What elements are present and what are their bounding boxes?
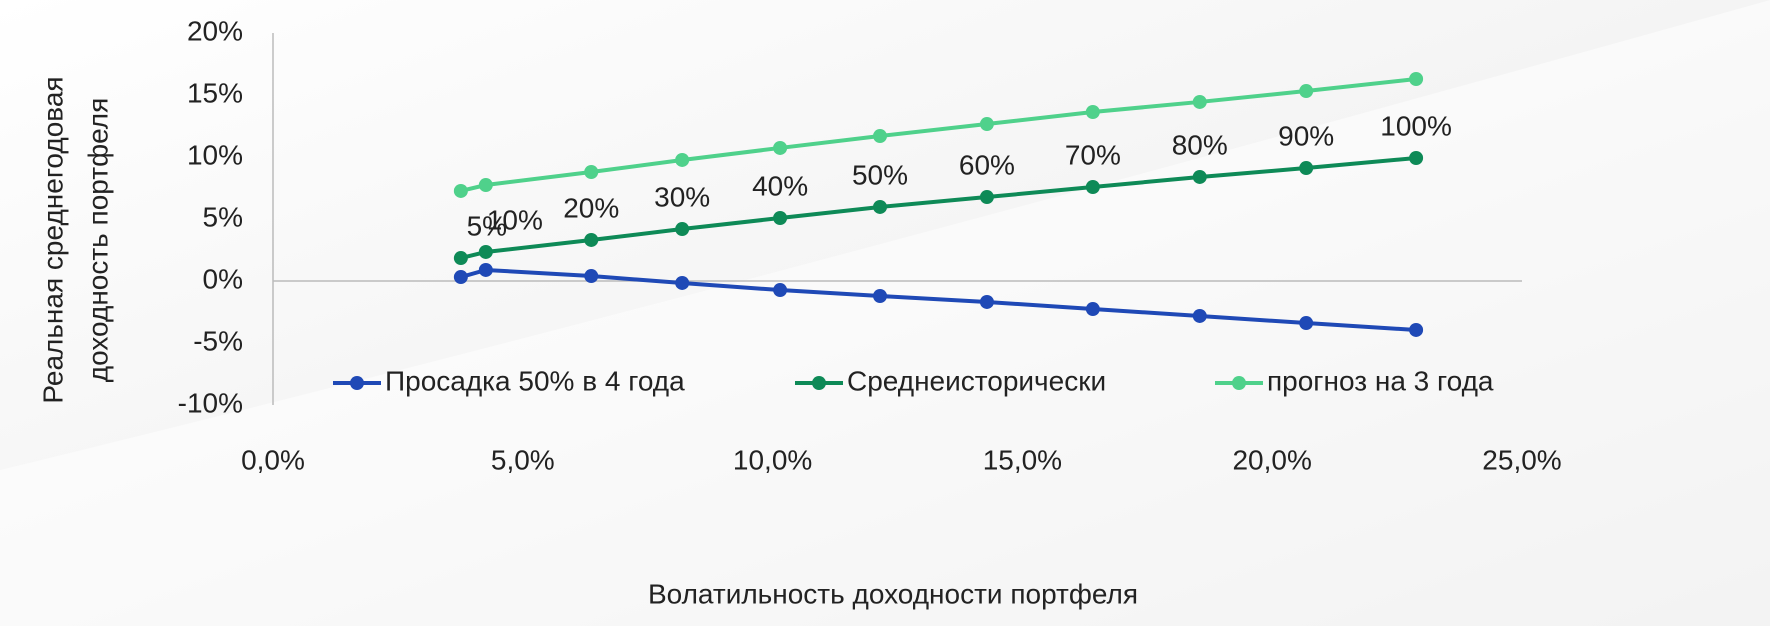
point: [675, 222, 690, 237]
point: [453, 251, 468, 266]
point-label: 10%: [487, 204, 543, 235]
point: [478, 178, 493, 193]
point: [873, 129, 888, 144]
point: [979, 294, 994, 309]
point: [1085, 180, 1100, 195]
x-tick-label: 5,0%: [491, 444, 555, 475]
point: [1299, 84, 1314, 99]
point: [478, 262, 493, 277]
point-label: 60%: [959, 149, 1015, 180]
point-label: 20%: [563, 192, 619, 223]
y-tick-label: 15%: [187, 77, 243, 108]
point: [1299, 316, 1314, 331]
point: [979, 117, 994, 132]
y-axis-title: Реальная среднегодовая: [37, 76, 68, 403]
point: [584, 165, 599, 180]
x-tick-label: 20,0%: [1232, 444, 1311, 475]
y-tick-label: 20%: [187, 15, 243, 46]
point: [584, 232, 599, 247]
legend-label: Просадка 50% в 4 года: [385, 365, 685, 396]
legend-swatch-marker: [350, 376, 364, 390]
x-tick-label: 15,0%: [983, 444, 1062, 475]
point: [584, 269, 599, 284]
point: [773, 140, 788, 155]
point: [1085, 302, 1100, 317]
point: [1085, 104, 1100, 119]
point: [773, 283, 788, 298]
point-label: 100%: [1380, 110, 1452, 141]
point: [1409, 150, 1424, 165]
point: [873, 289, 888, 304]
y-tick-label: 0%: [203, 263, 243, 294]
point: [1299, 161, 1314, 176]
y-tick-label: -10%: [178, 387, 243, 418]
point-label: 40%: [752, 170, 808, 201]
legend-label: прогноз на 3 года: [1267, 365, 1494, 396]
point: [1192, 308, 1207, 323]
x-axis-title: Волатильность доходности портфеля: [648, 578, 1138, 609]
point-label: 5%: [467, 210, 507, 241]
x-tick-label: 25,0%: [1482, 444, 1561, 475]
point-label: 50%: [852, 159, 908, 190]
x-tick-label: 10,0%: [733, 444, 812, 475]
point: [478, 244, 493, 259]
point-label: 30%: [654, 181, 710, 212]
y-axis-title: доходность портфеля: [82, 98, 113, 383]
point-label: 80%: [1172, 129, 1228, 160]
point: [1192, 169, 1207, 184]
point: [773, 211, 788, 226]
x-tick-label: 0,0%: [241, 444, 305, 475]
legend-label: Среднеисторически: [847, 365, 1106, 396]
y-tick-label: 10%: [187, 139, 243, 170]
point: [873, 199, 888, 214]
legend-swatch-marker: [812, 376, 826, 390]
point: [675, 275, 690, 290]
point: [453, 270, 468, 285]
y-tick-label: 5%: [203, 201, 243, 232]
point: [1192, 94, 1207, 109]
point-label: 90%: [1278, 120, 1334, 151]
point: [675, 152, 690, 167]
point: [1409, 72, 1424, 87]
legend-swatch-marker: [1232, 376, 1246, 390]
point: [979, 190, 994, 205]
y-tick-label: -5%: [193, 325, 243, 356]
point: [453, 183, 468, 198]
point-label: 70%: [1065, 139, 1121, 170]
point: [1409, 322, 1424, 337]
